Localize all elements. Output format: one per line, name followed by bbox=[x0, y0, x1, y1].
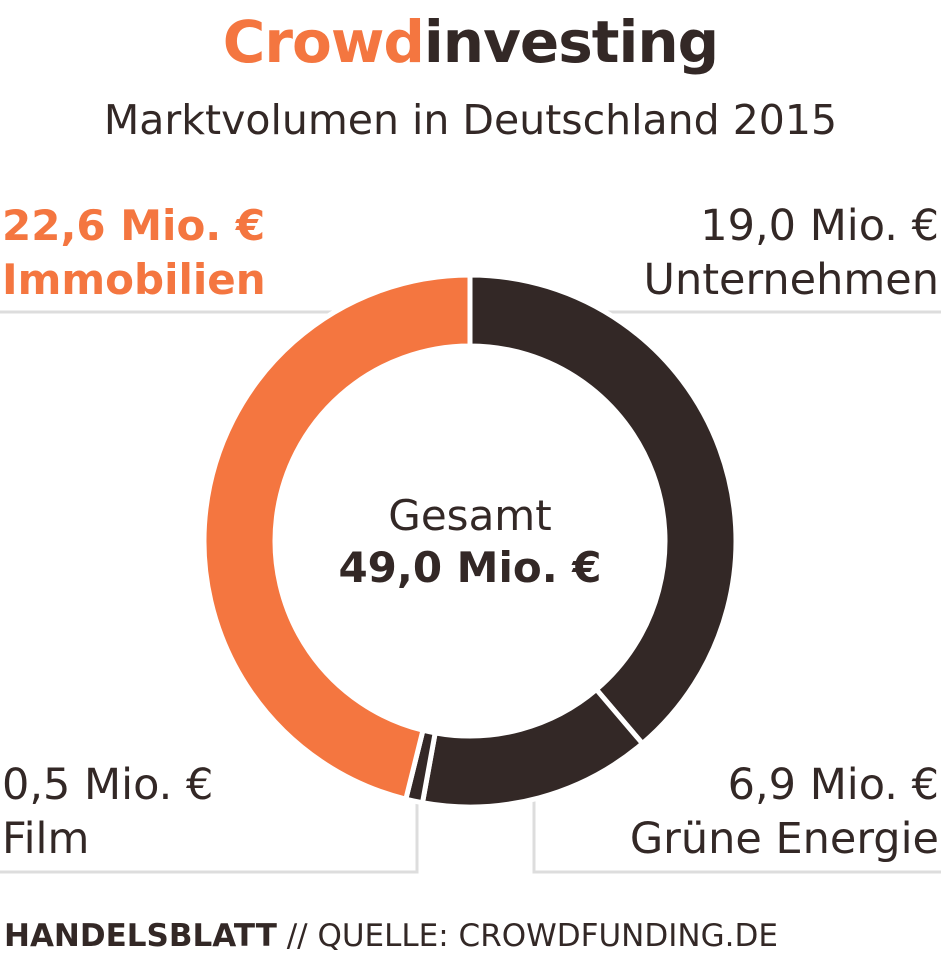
center-caption: Gesamt bbox=[388, 491, 552, 540]
footer-credit: HANDELSBLATT // QUELLE: CROWDFUNDING.DE bbox=[4, 916, 778, 956]
center-total: 49,0 Mio. € bbox=[338, 543, 602, 592]
label-film: 0,5 Mio. € Film bbox=[2, 758, 213, 866]
donut-slices bbox=[201, 272, 739, 810]
leader-line-energie bbox=[532, 795, 941, 874]
label-gruene-energie-value: 6,9 Mio. € bbox=[727, 760, 939, 810]
label-unternehmen-name: Unternehmen bbox=[643, 255, 939, 305]
label-unternehmen-value: 19,0 Mio. € bbox=[700, 201, 939, 251]
footer-brand: HANDELSBLATT bbox=[4, 918, 277, 954]
label-gruene-energie-name: Grüne Energie bbox=[629, 814, 939, 864]
leader-line-film bbox=[0, 800, 419, 874]
label-film-value: 0,5 Mio. € bbox=[2, 760, 214, 810]
chart-title-rest: investing bbox=[423, 8, 719, 76]
chart-title: Crowdinvesting bbox=[0, 6, 941, 78]
chart-subtitle: Marktvolumen in Deutschland 2015 bbox=[103, 96, 838, 144]
label-film-name: Film bbox=[2, 814, 90, 864]
footer-source: // QUELLE: CROWDFUNDING.DE bbox=[276, 918, 778, 954]
label-unternehmen: 19,0 Mio. € Unternehmen bbox=[643, 199, 939, 307]
slice-immobilien bbox=[201, 272, 473, 803]
label-immobilien-value: 22,6 Mio. € bbox=[2, 201, 266, 250]
label-immobilien: 22,6 Mio. € Immobilien bbox=[2, 199, 266, 307]
label-gruene-energie: 6,9 Mio. € Grüne Energie bbox=[630, 758, 939, 866]
slice-unternehmen bbox=[467, 272, 739, 748]
label-immobilien-name: Immobilien bbox=[2, 255, 266, 304]
slice-grüne-energie bbox=[419, 685, 646, 810]
chart-title-highlight: Crowd bbox=[222, 8, 425, 76]
